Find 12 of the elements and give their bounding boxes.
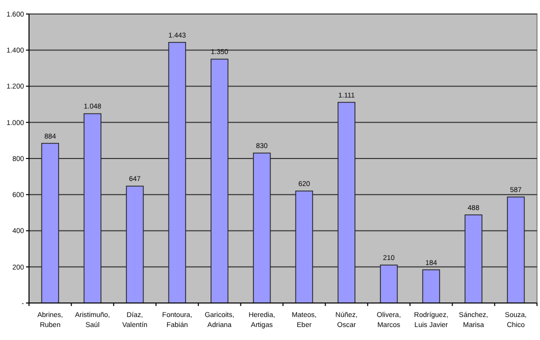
bar bbox=[295, 190, 314, 304]
bar bbox=[422, 269, 440, 304]
bar bbox=[338, 102, 356, 304]
bar bbox=[84, 113, 102, 304]
bar bbox=[41, 142, 60, 304]
bar bbox=[252, 152, 271, 304]
bar bbox=[464, 214, 482, 304]
bar bbox=[380, 264, 398, 304]
bar bbox=[126, 186, 144, 304]
bar bbox=[210, 58, 228, 304]
bar bbox=[506, 196, 525, 304]
bar bbox=[168, 42, 186, 304]
